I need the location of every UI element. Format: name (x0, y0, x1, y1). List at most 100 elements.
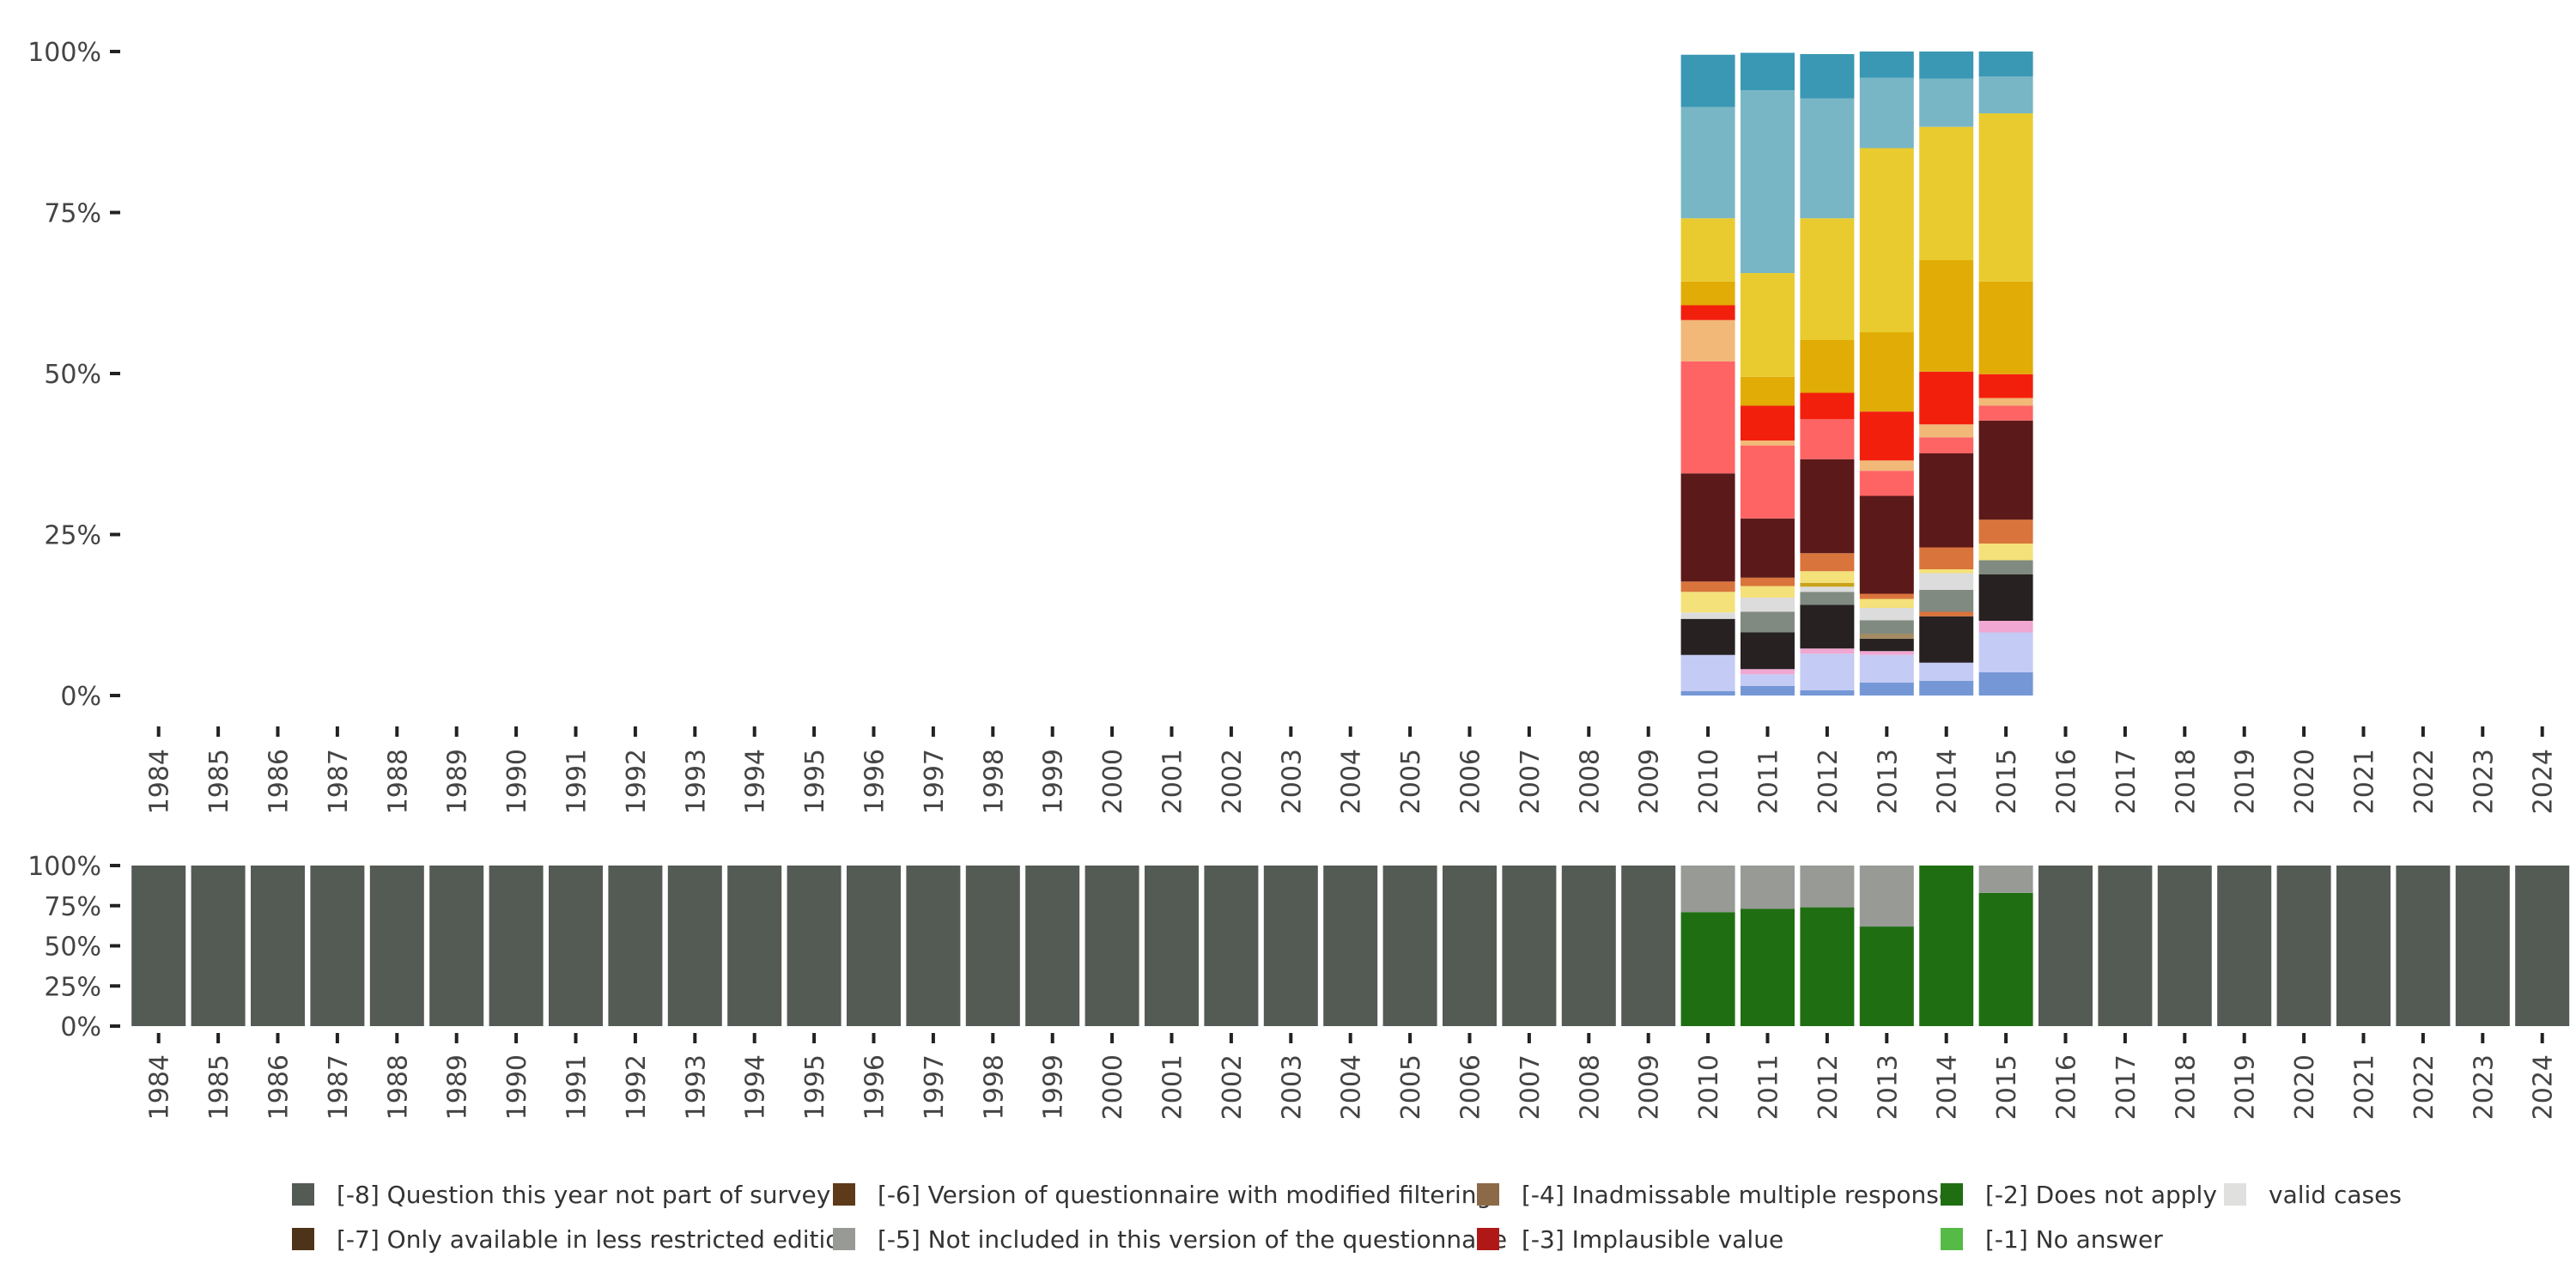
x-tick-label: 2005 (1396, 1054, 1426, 1120)
bar-segment-2012-5 (1800, 586, 1855, 592)
bar-segment-2014-7 (1919, 547, 1974, 569)
x-tick-label: 1990 (502, 749, 532, 814)
legend-label--3: [-3] Implausible value (1522, 1225, 1783, 1254)
bar-segment-2011-8 (1741, 518, 1795, 578)
overview-bar-1996-0 (847, 866, 901, 1026)
x-tick-label: 2018 (2171, 1054, 2201, 1120)
x-tick-label: 1995 (800, 1054, 830, 1120)
overview-bar-2007-0 (1502, 866, 1557, 1026)
overview-bar-1994-0 (727, 866, 782, 1026)
bar-segment-2011-1 (1741, 674, 1795, 686)
bar-segment-2012-14 (1800, 98, 1855, 219)
legend-label--2: [-2] Does not apply (1985, 1181, 2217, 1209)
bar-segment-2011-0 (1741, 685, 1795, 696)
bar-segment-2014-13 (1919, 126, 1974, 260)
legend: [-8] Question this year not part of surv… (292, 1181, 2402, 1254)
x-tick-label: 2000 (1098, 749, 1128, 814)
bar-segment-2012-10 (1800, 419, 1855, 459)
bar-segment-2011-4 (1741, 611, 1795, 633)
x-tick-label: 2017 (2111, 749, 2142, 814)
x-tick-label: 2024 (2529, 749, 2559, 814)
bar-segment-2011-9 (1741, 446, 1795, 519)
overview-bar-2005-0 (1382, 866, 1437, 1026)
bar-segment-2014-9 (1919, 437, 1974, 453)
x-tick-label: 2001 (1158, 749, 1188, 814)
overview-bar-2024-0 (2515, 866, 2570, 1026)
x-tick-label: 2006 (1456, 749, 1486, 814)
overview-bar-2012-0 (1800, 907, 1855, 1026)
x-tick-label: 2024 (2529, 1054, 2559, 1120)
bar-segment-2015-3 (1978, 574, 2033, 621)
bar-segment-2011-15 (1741, 52, 1795, 90)
legend-swatch--1 (1941, 1228, 1963, 1250)
legend-swatch--2 (1941, 1183, 1963, 1206)
bar-segment-2015-1 (1978, 632, 2033, 672)
legend-label--4: [-4] Inadmissable multiple response (1522, 1181, 1953, 1209)
x-tick-label: 2019 (2231, 1054, 2261, 1120)
x-tick-label: 1997 (920, 1054, 950, 1120)
bar-segment-2012-8 (1800, 553, 1855, 572)
x-tick-label: 1999 (1039, 749, 1069, 814)
overview-bar-2023-0 (2455, 866, 2510, 1026)
x-tick-label: 1994 (741, 1054, 771, 1120)
bar-segment-2013-1 (1859, 654, 1914, 683)
overview-bar-1988-0 (369, 866, 424, 1026)
legend-swatch--8 (292, 1183, 314, 1206)
bar-segment-2010-9 (1680, 305, 1735, 320)
bar-segment-2015-2 (1978, 621, 2033, 633)
overview-bar-1989-0 (429, 866, 484, 1026)
x-tick-label: 1998 (979, 1054, 1009, 1120)
bar-segment-2011-7 (1741, 577, 1795, 586)
overview-bar-2009-0 (1621, 866, 1676, 1026)
bar-segment-2011-11 (1741, 405, 1795, 440)
bar-segment-2015-14 (1978, 52, 2033, 77)
bar-segment-2011-6 (1741, 586, 1795, 598)
x-tick-label: 1996 (860, 749, 890, 814)
bar-segment-2012-15 (1800, 54, 1855, 99)
x-tick-label: 1985 (204, 749, 234, 814)
overview-bar-2002-0 (1204, 866, 1259, 1026)
x-tick-label: 2014 (1933, 1054, 1963, 1120)
x-tick-label: 2012 (1814, 1054, 1844, 1120)
overview-bar-1984-0 (131, 866, 186, 1026)
bar-segment-2013-14 (1859, 148, 1914, 332)
bar-segment-2013-5 (1859, 620, 1914, 634)
overview-bar-2014-0 (1919, 866, 1974, 1026)
x-tick-label: 2018 (2171, 749, 2201, 814)
bar-segment-2010-13 (1680, 54, 1735, 107)
y-tick-label: 75% (44, 892, 101, 922)
y-tick-label: 50% (44, 360, 101, 390)
bar-segment-2012-12 (1800, 340, 1855, 393)
x-tick-label: 2004 (1337, 749, 1367, 814)
overview-bar-1987-0 (310, 866, 365, 1026)
overview-bar-1990-0 (489, 866, 544, 1026)
overview-bar-2004-0 (1323, 866, 1378, 1026)
bar-segment-2015-5 (1978, 544, 2033, 561)
overview-bar-2010-0 (1680, 912, 1735, 1026)
x-tick-label: 1985 (204, 1054, 234, 1120)
x-tick-label: 2020 (2290, 1054, 2320, 1120)
bar-segment-2010-7 (1680, 361, 1735, 474)
overview-bar-1993-0 (667, 866, 722, 1026)
legend-swatch--4 (1477, 1183, 1499, 1206)
y-tick-label: 100% (27, 852, 101, 882)
bar-segment-2011-5 (1741, 598, 1795, 612)
bar-segment-2012-4 (1800, 592, 1855, 605)
x-tick-label: 2010 (1694, 1054, 1724, 1120)
bar-segment-2012-3 (1800, 605, 1855, 649)
x-tick-label: 2007 (1516, 749, 1546, 814)
bar-segment-2011-13 (1741, 273, 1795, 377)
bar-segment-2010-5 (1680, 581, 1735, 592)
overview-bar-2003-0 (1263, 866, 1318, 1026)
x-tick-label: 1988 (383, 1054, 413, 1120)
overview-bar-2020-0 (2276, 866, 2331, 1026)
x-tick-label: 2006 (1456, 1054, 1486, 1120)
overview-bar-1995-0 (787, 866, 841, 1026)
overview-bar-1999-0 (1025, 866, 1080, 1026)
bar-segment-2011-10 (1741, 440, 1795, 446)
x-tick-label: 1999 (1039, 1054, 1069, 1120)
x-tick-label: 1992 (622, 749, 652, 814)
x-tick-label: 2011 (1754, 749, 1784, 814)
x-tick-label: 2008 (1575, 749, 1605, 814)
